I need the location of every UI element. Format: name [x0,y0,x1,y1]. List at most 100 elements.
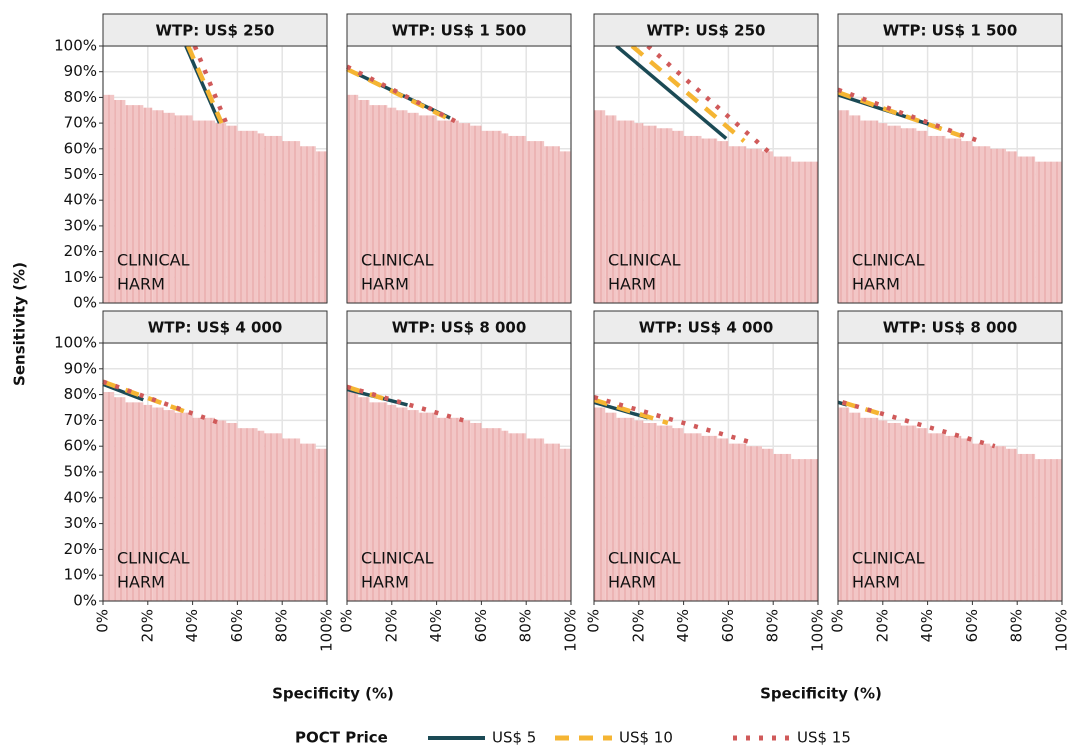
x-tick-label: 0% [829,609,847,633]
x-tick-label: 80% [1008,609,1026,642]
harm-step [125,105,144,303]
strip [837,13,1063,47]
series-line [646,44,773,156]
harm-step [762,448,774,601]
harm-step [387,404,397,601]
harm-step [143,404,153,601]
x-axis-title: Specificity (%) [272,685,394,703]
legend-label: US$ 10 [619,729,673,747]
harm-step [701,138,718,303]
harm-step [559,151,571,303]
x-tick-label: 20% [382,609,400,642]
harm-step [701,435,718,601]
y-tick-label: 100% [54,334,97,352]
y-tick-label: 60% [64,437,97,455]
panel-title: WTP: US$ 4 000 [639,319,774,337]
harm-step [396,110,408,303]
y-axis-title: Sensitivity (%) [11,262,29,386]
harm-step [481,428,502,601]
harm-step [544,146,560,303]
harm-step [849,412,861,601]
y-tick-label: 30% [64,216,97,234]
harm-step [838,407,850,601]
harm-step [396,407,408,601]
y-tick-label: 70% [64,411,97,429]
panel-title: WTP: US$ 8 000 [392,319,527,337]
harm-step [728,443,747,601]
series-line [345,64,461,126]
harm-step [264,433,283,601]
harm-annotation: HARM [608,573,656,592]
harm-step [526,141,545,303]
strip [837,310,1063,344]
harm-step [470,125,482,303]
x-tick-label: 40% [674,609,692,642]
harm-step [481,130,502,303]
series-line [841,400,886,418]
harm-step [838,110,850,303]
y-tick-label: 60% [64,139,97,157]
harm-step [945,435,962,601]
harm-step [347,392,359,601]
harm-annotation: HARM [117,573,165,592]
y-tick-label: 20% [64,540,97,558]
harm-step [358,397,370,601]
harm-step [656,128,673,303]
harm-step [358,99,370,303]
y-tick-label: 20% [64,242,97,260]
series-line [102,379,189,415]
harm-step [683,135,702,303]
harm-step [1017,453,1036,601]
panel-title: WTP: US$ 1 500 [883,22,1018,40]
harm-step [407,112,419,303]
harm-annotation: HARM [852,275,900,294]
harm-step [791,459,818,601]
x-tick-label: 40% [918,609,936,642]
harm-step [103,94,115,303]
harm-step [643,422,657,601]
harm-step [791,161,818,303]
harm-step [849,115,861,303]
harm-step [773,156,792,303]
harm-step [508,135,527,303]
harm-step [508,433,527,601]
panel-title: WTP: US$ 8 000 [883,319,1018,337]
harm-step [347,94,359,303]
harm-step [1035,161,1062,303]
harm-step [746,148,762,303]
harm-step [927,135,946,303]
harm-step [215,123,227,303]
x-tick-label: 20% [873,609,891,642]
harm-step [114,397,126,601]
harm-annotation: HARM [361,573,409,592]
x-tick-label: 100% [318,609,336,652]
harm-step [300,146,316,303]
harm-step [900,425,917,601]
x-axis-title: Specificity (%) [760,685,882,703]
series-line [837,90,962,139]
harm-step [634,123,644,303]
harm-step [192,120,215,303]
panel-title: WTP: US$ 250 [156,22,275,40]
harm-step [407,410,419,601]
harm-step [459,420,471,601]
harm-step [860,417,879,601]
harm-step [174,115,193,303]
strip [102,310,328,344]
harm-step [961,141,973,303]
harm-step [103,392,115,601]
harm-annotation: CLINICAL [361,251,434,270]
strip [593,310,819,344]
harm-step [878,420,888,601]
x-tick-label: 0% [585,609,603,633]
harm-step [369,402,388,601]
harm-step [717,141,729,303]
y-tick-label: 70% [64,114,97,132]
series-line [346,67,454,123]
x-tick-label: 60% [472,609,490,642]
harm-step [594,407,606,601]
y-tick-label: 50% [64,165,97,183]
harm-step [990,446,1006,601]
harm-step [436,120,459,303]
